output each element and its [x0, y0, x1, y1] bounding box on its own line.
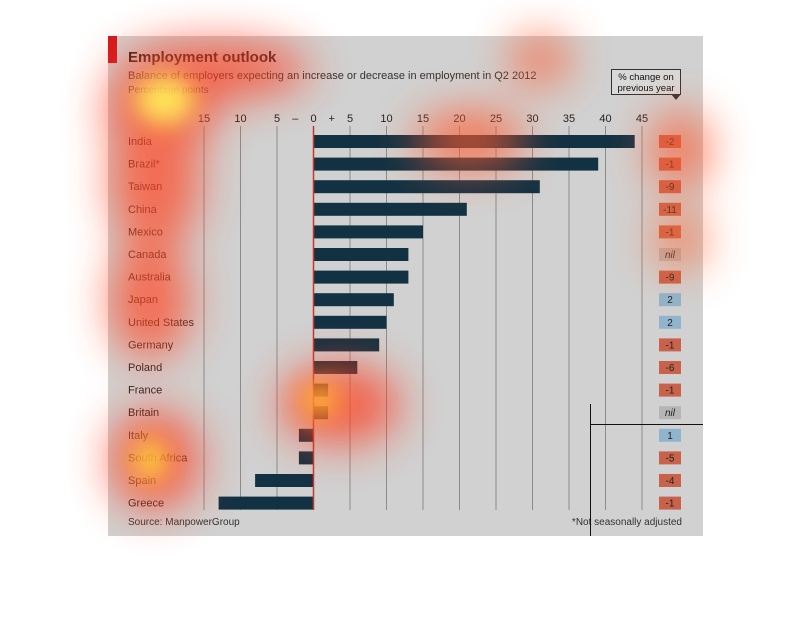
category-label: Canada [128, 249, 167, 261]
change-value: -2 [666, 137, 675, 148]
change-value: 2 [667, 318, 673, 329]
bar [218, 496, 314, 510]
x-tick-label: 15 [198, 113, 210, 125]
change-header-line1: % change on [618, 72, 674, 83]
change-value: -6 [666, 363, 675, 374]
category-label: Italy [128, 430, 149, 442]
bar [313, 180, 540, 194]
category-label: Japan [128, 294, 158, 306]
x-tick-label: – [292, 113, 299, 125]
bar [313, 202, 467, 216]
change-value: 1 [667, 431, 673, 442]
bar [313, 135, 635, 148]
category-label: Britain [128, 407, 159, 419]
x-tick-label: 0 [310, 113, 316, 125]
change-value: -9 [666, 182, 675, 193]
x-tick-label: 5 [274, 113, 280, 125]
bar [313, 270, 409, 284]
bar [313, 338, 380, 352]
x-tick-label: 30 [526, 113, 538, 125]
change-badge [659, 270, 681, 284]
bar [313, 293, 394, 307]
bar [313, 406, 329, 420]
bar [313, 383, 329, 397]
change-value: 2 [667, 295, 673, 306]
change-value: nil [665, 408, 676, 419]
category-label: Germany [128, 339, 174, 351]
bar [313, 248, 409, 261]
change-value: -1 [666, 227, 675, 238]
x-tick-label: 40 [599, 113, 611, 125]
category-label: Greece [128, 498, 164, 510]
change-badge [659, 338, 681, 352]
change-badge [659, 428, 681, 442]
change-badge [659, 361, 681, 374]
change-header-pointer [671, 94, 681, 100]
bar [313, 361, 358, 374]
change-header-line2: previous year [617, 83, 675, 94]
change-value: -11 [663, 205, 677, 216]
change-badge [659, 383, 681, 397]
change-badge [659, 293, 681, 307]
x-tick-label: 10 [380, 113, 392, 125]
change-badge [659, 315, 681, 329]
change-badge [659, 474, 681, 487]
category-label: France [128, 385, 162, 397]
change-value: -1 [666, 340, 675, 351]
change-value: -5 [666, 453, 675, 464]
category-label: Taiwan [128, 181, 162, 193]
crosshair-vertical-line [590, 404, 591, 536]
crosshair-horizontal-line [590, 424, 703, 425]
change-value: nil [665, 250, 676, 261]
x-tick-label: 20 [453, 113, 465, 125]
change-value: -9 [666, 273, 675, 284]
change-value: -4 [666, 476, 675, 487]
x-tick-label: 15 [417, 113, 429, 125]
category-label: South Africa [128, 452, 188, 464]
x-tick-label: 5 [347, 113, 353, 125]
category-label: India [128, 136, 153, 148]
x-tick-label: 45 [636, 113, 648, 125]
change-badge [659, 406, 681, 420]
change-value: -1 [666, 499, 675, 510]
x-tick-label: 35 [563, 113, 575, 125]
change-value: -1 [666, 160, 675, 171]
bar [313, 225, 423, 239]
bar [298, 428, 314, 442]
category-label: United States [128, 317, 195, 329]
x-tick-label: + [329, 113, 335, 125]
category-label: Poland [128, 362, 162, 374]
bar [313, 157, 599, 171]
change-badge [659, 496, 681, 510]
change-badge [659, 451, 681, 465]
source-note: Source: ManpowerGroup [128, 517, 240, 528]
change-value: -1 [666, 386, 675, 397]
bar [313, 315, 387, 329]
change-column-header: % change on previous year [611, 69, 681, 95]
category-label: Brazil* [128, 159, 161, 171]
category-label: China [128, 204, 158, 216]
bar [298, 451, 314, 465]
chart-panel: Employment outlook Balance of employers … [108, 36, 703, 536]
x-tick-label: 10 [234, 113, 246, 125]
category-label: Mexico [128, 226, 163, 238]
bar [255, 474, 314, 487]
category-label: Australia [128, 272, 172, 284]
category-label: Spain [128, 475, 156, 487]
x-tick-label: 25 [490, 113, 502, 125]
brand-red-tag [108, 36, 117, 63]
footnote: *Not seasonally adjusted [571, 517, 682, 528]
